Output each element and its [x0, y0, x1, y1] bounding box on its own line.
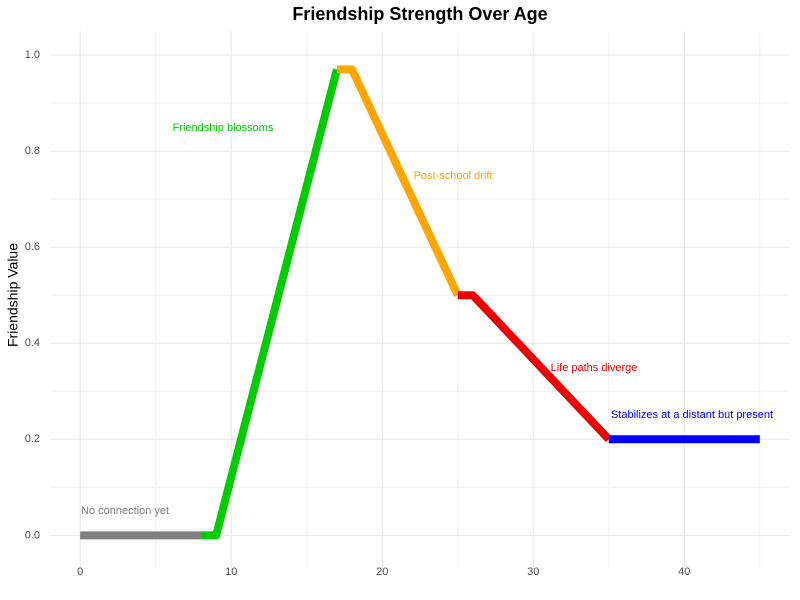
y-tick-label: 0.4 — [25, 337, 40, 349]
annotation: No connection yet — [81, 505, 169, 517]
x-tick-label: 40 — [678, 566, 690, 578]
line-segment — [201, 68, 341, 540]
y-tick-label: 0.0 — [25, 529, 40, 541]
y-tick-label: 1.0 — [25, 49, 40, 61]
chart-title: Friendship Strength Over Age — [292, 4, 547, 24]
y-tick-label: 0.8 — [25, 145, 40, 157]
line-segment — [336, 65, 462, 297]
annotation: Stabilizes at a distant but present — [611, 409, 773, 421]
x-tick-label: 0 — [77, 566, 83, 578]
y-axis-label: Friendship Value — [5, 243, 21, 347]
annotation: Post-school drift — [414, 170, 493, 182]
line-segment — [457, 291, 612, 443]
annotation: Friendship blossoms — [173, 122, 274, 134]
x-tick-label: 20 — [376, 566, 388, 578]
x-tick-label: 30 — [527, 566, 539, 578]
y-tick-label: 0.2 — [25, 433, 40, 445]
x-tick-label: 10 — [225, 566, 237, 578]
y-tick-label: 0.6 — [25, 241, 40, 253]
annotation: Life paths diverge — [551, 362, 638, 374]
